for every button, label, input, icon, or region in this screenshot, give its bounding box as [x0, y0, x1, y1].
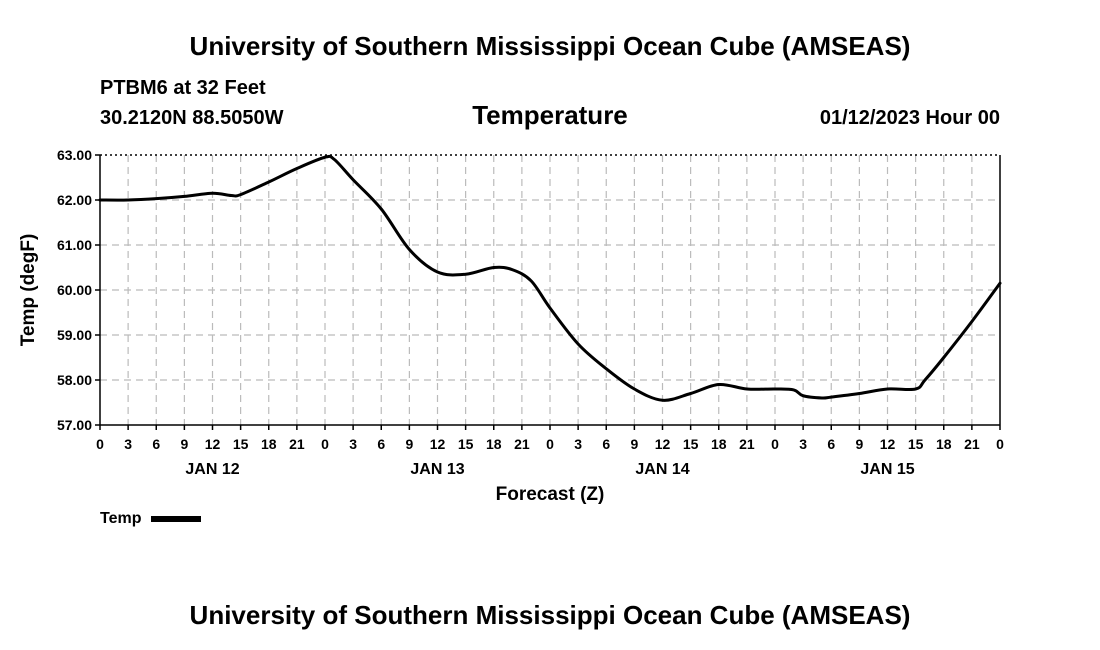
x-tick-label: 15	[908, 436, 924, 452]
x-tick-label: 21	[739, 436, 755, 452]
temp-series-line	[98, 154, 1002, 402]
y-tick-label: 58.00	[57, 372, 92, 388]
x-tick-label: 0	[771, 436, 779, 452]
x-tick-label: 9	[405, 436, 413, 452]
page-title: University of Southern Mississippi Ocean…	[189, 31, 911, 61]
station-name: PTBM6 at 32 Feet	[100, 77, 266, 99]
x-tick-label: 0	[321, 436, 329, 452]
y-axis-label: Temp (degF)	[18, 234, 39, 347]
x-tick-label: 3	[574, 436, 582, 452]
x-day-label: JAN 15	[860, 461, 914, 478]
y-tick-label: 61.00	[57, 237, 92, 253]
x-day-label: JAN 14	[635, 461, 689, 478]
grid-layer	[100, 155, 1000, 425]
y-tick-label: 59.00	[57, 327, 92, 343]
x-tick-label: 21	[514, 436, 530, 452]
x-tick-label: 15	[233, 436, 249, 452]
legend: Temp	[100, 509, 202, 529]
x-tick-label: 6	[152, 436, 160, 452]
y-tick-label: 62.00	[57, 192, 92, 208]
x-tick-label: 12	[655, 436, 671, 452]
x-tick-label: 18	[261, 436, 277, 452]
x-tick-label: 6	[377, 436, 385, 452]
x-tick-label: 6	[827, 436, 835, 452]
forecast-time: 01/12/2023 Hour 00	[819, 107, 1000, 129]
x-tick-label: 3	[349, 436, 357, 452]
series-layer	[98, 154, 1002, 402]
x-tick-label: 15	[458, 436, 474, 452]
x-day-label: JAN 12	[185, 461, 239, 478]
legend-label: Temp	[100, 510, 142, 527]
x-tick-label: 9	[855, 436, 863, 452]
x-tick-label: 21	[289, 436, 305, 452]
x-tick-label: 3	[124, 436, 132, 452]
chart-title: Temperature	[472, 100, 628, 130]
x-tick-label: 18	[486, 436, 502, 452]
x-tick-label: 12	[430, 436, 446, 452]
x-tick-label: 12	[205, 436, 221, 452]
axis-layer: 57.00 58.00 59.00 60.00 61.00 62.00 63.00 0 3 6 9 1…	[57, 147, 1004, 478]
x-tick-label: 9	[630, 436, 638, 452]
y-tick-label: 63.00	[57, 147, 92, 163]
y-tick-label: 60.00	[57, 282, 92, 298]
x-tick-label: 18	[711, 436, 727, 452]
x-tick-label: 0	[96, 436, 104, 452]
station-coordinates: 30.2120N 88.5050W	[100, 107, 284, 129]
footer-title: University of Southern Mississippi Ocean…	[189, 600, 911, 630]
x-tick-label: 0	[996, 436, 1004, 452]
x-tick-label: 9	[180, 436, 188, 452]
x-tick-label: 21	[964, 436, 980, 452]
x-tick-label: 12	[880, 436, 896, 452]
x-tick-label: 0	[546, 436, 554, 452]
y-tick-label: 57.00	[57, 417, 92, 433]
x-day-label: JAN 13	[410, 461, 464, 478]
x-tick-label: 6	[602, 436, 610, 452]
x-tick-label: 18	[936, 436, 952, 452]
x-axis-label: Forecast (Z)	[496, 484, 605, 505]
legend-line-swatch	[151, 516, 202, 522]
x-tick-label: 3	[799, 436, 807, 452]
x-tick-label: 15	[683, 436, 699, 452]
